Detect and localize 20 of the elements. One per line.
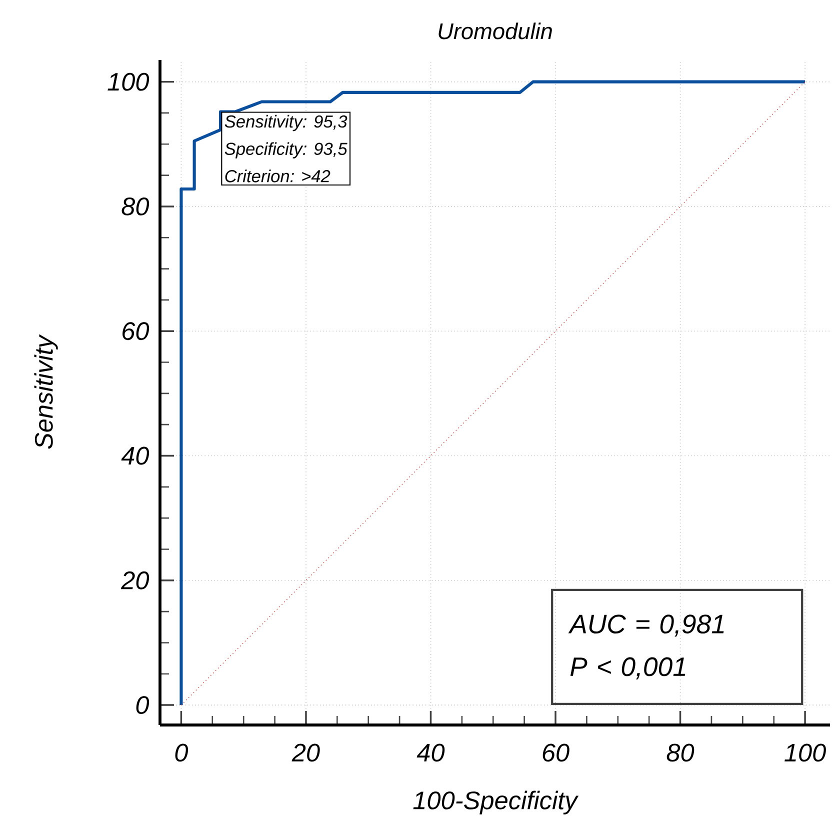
annotation: Specificity: 93,5 <box>224 142 348 158</box>
x-tick-label: 60 <box>542 744 570 762</box>
chart-title: Uromodulin <box>438 22 552 40</box>
annotation: Sensitivity: 95,3 <box>224 114 348 132</box>
y-tick-label: 40 <box>121 446 150 465</box>
y-tick-label: 60 <box>122 322 150 340</box>
x-tick-label: 0 <box>175 744 188 762</box>
y-axis-title: Sensitivity <box>34 334 58 449</box>
annotation: P < 0,001 <box>570 657 686 680</box>
y-tick-label: 80 <box>122 197 150 216</box>
annotation: Criterion: >42 <box>225 170 330 182</box>
x-tick-label: 100 <box>784 744 826 762</box>
annotation: AUC = 0,981 <box>568 614 724 637</box>
y-tick-label: 0 <box>136 696 150 714</box>
x-tick-label: 80 <box>666 744 694 762</box>
x-axis-title: 100-Specificity <box>413 790 579 814</box>
x-tick-label: 20 <box>292 744 320 762</box>
y-tick-label: 20 <box>120 571 150 590</box>
y-tick-label: 100 <box>108 72 150 91</box>
x-tick-label: 40 <box>416 744 445 762</box>
